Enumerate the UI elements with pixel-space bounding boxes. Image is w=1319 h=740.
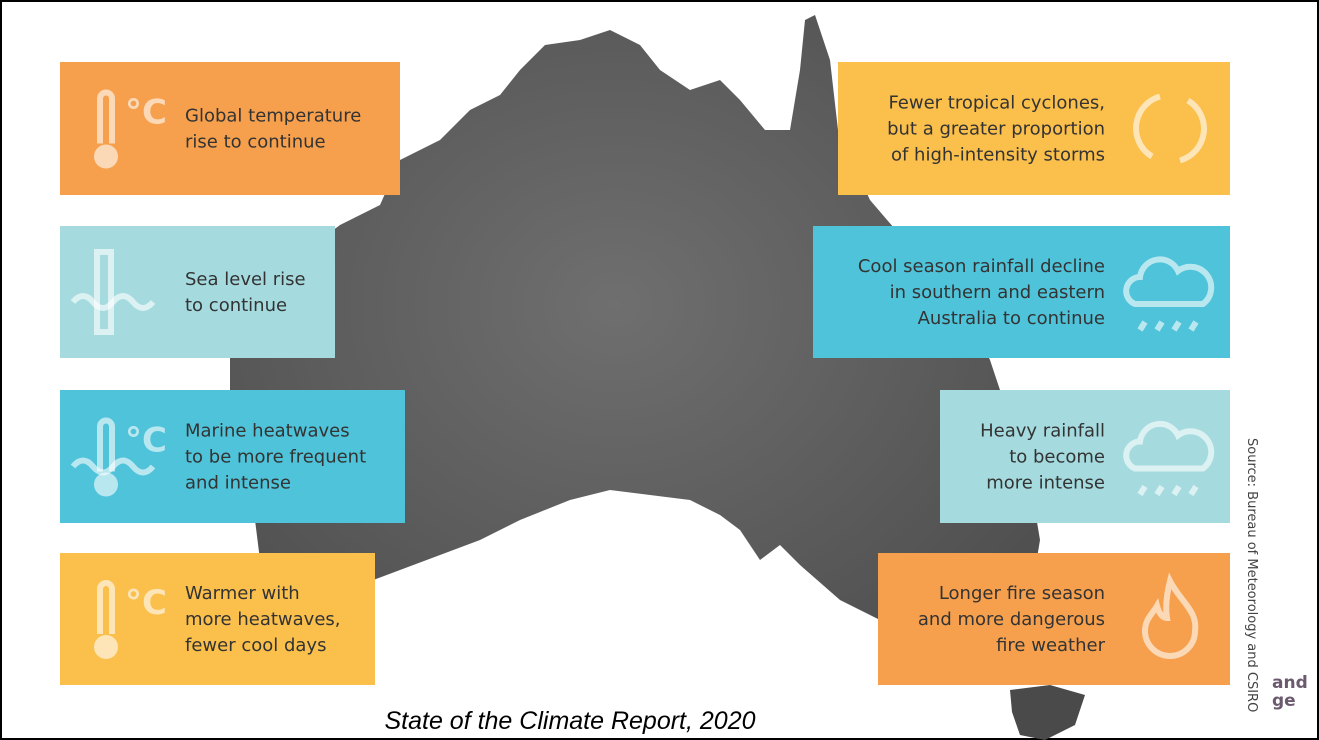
panel-text: and intense (185, 473, 291, 494)
panel-text: Australia to continue (918, 308, 1105, 329)
caption: State of the Climate Report, 2020 (384, 707, 755, 735)
panel-icon (1123, 256, 1215, 332)
panel-text: Sea level rise (185, 269, 306, 290)
panel-text: Global temperature (185, 106, 361, 127)
flame (1141, 572, 1199, 659)
panel (813, 226, 1230, 358)
panel-text: Cool season rainfall decline (858, 256, 1105, 277)
panel-text: of high-intensity storms (891, 145, 1105, 166)
panel-text: fewer cool days (185, 635, 326, 656)
panel-icon (70, 249, 156, 335)
degree: °C (125, 421, 167, 461)
panel-text: Marine heatwaves (185, 421, 350, 442)
cloud (1123, 256, 1215, 307)
panel-text: rise to continue (185, 132, 326, 153)
source-note: Source: Bureau of Meteorology and CSIRO (1244, 438, 1259, 712)
panel-text: more heatwaves, (185, 609, 341, 630)
panel-text: in southern and eastern (890, 282, 1105, 303)
panel-text: fire weather (996, 635, 1106, 656)
panel (878, 553, 1230, 685)
thermometer (97, 417, 115, 472)
cloud (1123, 420, 1215, 472)
thermometer-bulb (94, 635, 118, 659)
panel-icon: °C (94, 580, 167, 659)
panel-icon (1123, 420, 1215, 497)
panel (838, 62, 1230, 195)
panel-text: to continue (185, 295, 287, 316)
panel (940, 390, 1230, 523)
panel-text: Warmer with (185, 583, 300, 604)
panel-icon (1133, 93, 1207, 164)
rain (1137, 320, 1199, 332)
degree: °C (125, 93, 167, 133)
thermometer-bulb (94, 472, 118, 497)
clipped-logo-text: and (1272, 673, 1308, 693)
thermometer-bulb (94, 144, 118, 169)
panel-text: and more dangerous (918, 609, 1105, 630)
panel (60, 62, 400, 195)
panel-text: Heavy rainfall (980, 421, 1105, 442)
rain (1137, 484, 1199, 497)
clipped-logo-text: ge (1272, 691, 1296, 711)
panel (60, 390, 405, 523)
panel-text: to become (1009, 447, 1105, 468)
waves (70, 457, 156, 476)
australia-map (230, 15, 1085, 740)
gauge (94, 249, 114, 335)
panel (60, 226, 335, 358)
degree: °C (125, 583, 167, 623)
panel-text: but a greater proportion (887, 119, 1105, 140)
panel-text: Fewer tropical cyclones, (888, 93, 1105, 114)
thermometer (97, 580, 115, 634)
panel-icon (1141, 572, 1199, 659)
panel-icon: °C (70, 417, 167, 497)
thermometer (97, 89, 115, 144)
panel-text: more intense (986, 473, 1105, 494)
panel-text: Longer fire season (939, 583, 1105, 604)
panel-text: to be more frequent (185, 447, 366, 468)
panel-icon: °C (94, 89, 167, 169)
cyclone (1133, 93, 1207, 164)
